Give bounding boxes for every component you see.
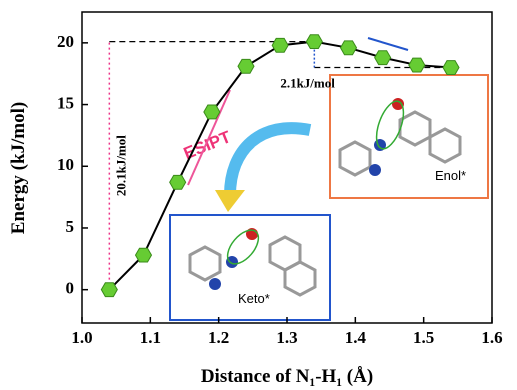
trend-arrow — [368, 38, 408, 50]
marker — [238, 59, 254, 73]
barrier-label: 20.1kJ/mol — [113, 135, 128, 196]
process-arrow — [230, 128, 310, 195]
marker — [409, 58, 425, 72]
y-tick-label: 5 — [66, 217, 75, 236]
process-arrowhead — [215, 190, 245, 212]
marker — [101, 283, 117, 297]
atom — [209, 278, 221, 290]
keto-label: Keto* — [238, 291, 270, 306]
y-tick-label: 15 — [57, 93, 74, 112]
marker — [170, 175, 186, 189]
y-axis-title: Energy (kJ/mol) — [8, 102, 29, 234]
gap-label: 2.1kJ/mol — [280, 76, 335, 91]
marker — [204, 105, 220, 119]
x-tick-label: 1.2 — [208, 328, 229, 347]
x-tick-label: 1.0 — [71, 328, 92, 347]
atom — [369, 164, 381, 176]
marker — [272, 38, 288, 52]
x-tick-label: 1.3 — [276, 328, 297, 347]
marker — [306, 35, 322, 49]
marker — [375, 51, 391, 65]
x-axis-title: Distance of N₁-H₁ (Å) — [201, 366, 373, 387]
x-tick-label: 1.5 — [413, 328, 434, 347]
keto-inset: Keto* — [170, 215, 330, 320]
y-tick-label: 0 — [66, 279, 75, 298]
enol-inset: Enol* — [330, 75, 488, 198]
marker — [443, 61, 459, 75]
marker — [341, 41, 357, 55]
y-tick-label: 20 — [57, 32, 74, 51]
x-tick-label: 1.4 — [345, 328, 367, 347]
marker — [136, 248, 152, 262]
x-tick-label: 1.6 — [481, 328, 502, 347]
x-tick-label: 1.1 — [140, 328, 161, 347]
chart: Distance of N₁-H₁ (Å) Energy (kJ/mol) Ke… — [0, 0, 517, 390]
y-tick-label: 10 — [57, 155, 74, 174]
enol-label: Enol* — [435, 168, 466, 183]
